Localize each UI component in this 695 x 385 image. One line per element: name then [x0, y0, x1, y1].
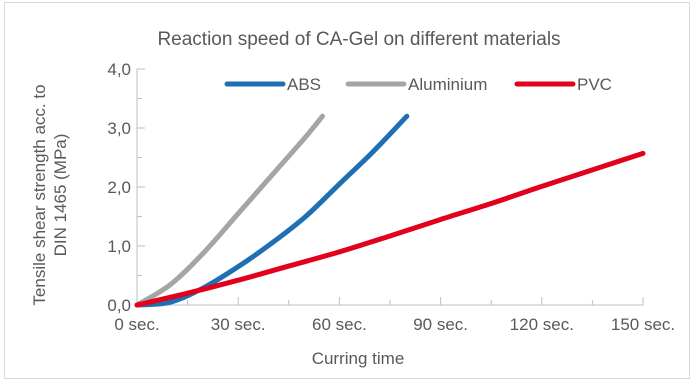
x-tick-label: 120 sec.	[510, 315, 574, 334]
axes	[136, 68, 644, 306]
x-tick-labels: 0 sec. 30 sec. 60 sec. 90 sec. 120 sec. 150 s…	[114, 315, 675, 334]
y-tick-labels: 0,0 1,0 2,0 3,0 4,0	[107, 60, 131, 315]
x-tick-label: 0 sec.	[114, 315, 159, 334]
y-tick-label: 3,0	[107, 119, 131, 138]
chart-frame: Reaction speed of CA-Gel on different ma…	[4, 2, 690, 379]
y-tick-label: 1,0	[107, 237, 131, 256]
y-axis-label-line-1: Tensile shear strength acc. to	[30, 84, 49, 305]
series-line-aluminium	[134, 113, 326, 308]
legend-label-abs: ABS	[287, 75, 321, 94]
legend-label-pvc: PVC	[577, 75, 612, 94]
x-tick-label: 90 sec.	[413, 315, 468, 334]
y-tick-label: 0,0	[107, 296, 131, 315]
y-axis-label: Tensile shear strength acc. to DIN 1465 …	[30, 84, 70, 305]
chart-title: Reaction speed of CA-Gel on different ma…	[157, 29, 560, 50]
series-line-abs	[134, 113, 410, 308]
y-tick-label: 4,0	[107, 60, 131, 79]
y-tick-label: 2,0	[107, 178, 131, 197]
x-tick-label: 30 sec.	[211, 315, 266, 334]
series-line-pvc	[134, 150, 646, 308]
x-axis-label: Curring time	[312, 349, 405, 368]
legend-label-aluminium: Aluminium	[408, 75, 487, 94]
x-tick-label: 60 sec.	[312, 315, 367, 334]
legend: ABS Aluminium PVC	[224, 75, 612, 94]
y-axis-label-line-2: DIN 1465 (MPa)	[51, 134, 70, 257]
line-chart: Reaction speed of CA-Gel on different ma…	[30, 29, 675, 368]
series-lines	[134, 113, 646, 308]
x-tick-label: 150 sec.	[611, 315, 675, 334]
